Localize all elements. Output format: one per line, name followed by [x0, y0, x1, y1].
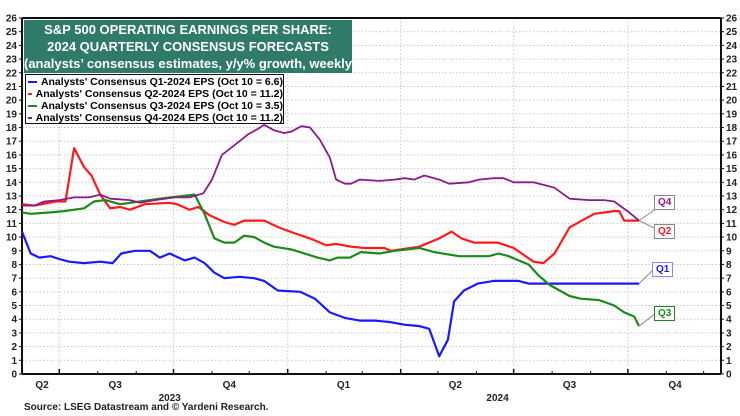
y-tick-label-left: 8	[11, 260, 17, 271]
y-tick-label-left: 9	[11, 246, 17, 257]
y-tick-label-left: 26	[6, 14, 18, 25]
title-line-1: S&P 500 OPERATING EARNINGS PER SHARE:	[44, 22, 332, 37]
title-line-2: 2024 QUARTERLY CONSENSUS FORECASTS	[47, 39, 329, 54]
x-tick-label-quarter: Q2	[449, 380, 463, 391]
y-tick-label-right: 10	[726, 233, 738, 244]
y-tick-label-right: 11	[726, 219, 737, 230]
y-tick-label-left: 23	[6, 55, 18, 66]
legend-swatch	[28, 105, 37, 107]
y-tick-label-right: 5	[726, 301, 732, 312]
y-tick-label-left: 10	[6, 233, 18, 244]
legend: Analysts' Consensus Q1-2024 EPS (Oct 10 …	[25, 74, 284, 124]
legend-swatch	[28, 81, 37, 83]
series-line-q3	[21, 193, 641, 327]
end-label-q4: Q4	[654, 195, 676, 210]
end-label-q2: Q2	[654, 224, 676, 239]
y-tick-label-right: 7	[726, 274, 732, 285]
y-tick-label-right: 1	[726, 356, 732, 367]
series-line-q4	[22, 123, 640, 222]
y-tick-label-left: 15	[6, 164, 18, 175]
legend-label: Analysts' Consensus Q1-2024 EPS (Oct 10 …	[40, 76, 283, 88]
y-tick-label-right: 18	[726, 123, 738, 134]
series-line-q2	[21, 147, 640, 265]
legend-label: Analysts' Consensus Q2-2024 EPS (Oct 10 …	[35, 88, 283, 100]
y-tick-label-left: 3	[11, 328, 17, 339]
y-tick-label-left: 24	[6, 41, 18, 52]
leader-line-q3	[638, 313, 656, 327]
y-tick-label-right: 20	[726, 96, 738, 107]
x-tick-label-quarter: Q3	[563, 380, 577, 391]
x-tick-label-quarter: Q3	[108, 380, 122, 391]
end-label-q1: Q1	[652, 262, 674, 277]
chart-title: S&P 500 OPERATING EARNINGS PER SHARE: 20…	[24, 20, 357, 73]
y-tick-label-right: 17	[726, 137, 738, 148]
y-tick-label-left: 22	[6, 68, 18, 79]
y-tick-label-right: 9	[726, 246, 732, 257]
y-tick-label-right: 21	[726, 82, 738, 93]
legend-label: Analysts' Consensus Q4-2024 EPS (Oct 10 …	[35, 112, 283, 124]
series-line-q1	[20, 231, 640, 358]
y-tick-label-left: 13	[6, 192, 18, 203]
y-tick-label-right: 25	[726, 27, 738, 38]
legend-swatch	[28, 93, 32, 95]
x-tick-label-quarter: Q4	[223, 380, 237, 391]
y-tick-label-left: 12	[6, 205, 18, 216]
y-tick-label-left: 14	[6, 178, 18, 189]
y-tick-label-right: 14	[726, 178, 738, 189]
y-tick-label-left: 2	[11, 342, 17, 353]
y-tick-label-left: 21	[6, 82, 18, 93]
x-tick-label-quarter: Q2	[35, 380, 49, 391]
legend-label: Analysts' Consensus Q3-2024 EPS (Oct 10 …	[40, 100, 283, 112]
y-tick-label-left: 19	[6, 109, 18, 120]
y-tick-label-right: 19	[726, 109, 738, 120]
y-tick-label-right: 26	[726, 14, 738, 25]
y-tick-label-right: 6	[726, 287, 732, 298]
y-tick-label-left: 6	[11, 287, 17, 298]
x-tick-label-quarter: Q1	[337, 380, 351, 391]
leader-line-q1	[638, 269, 654, 284]
y-tick-label-right: 2	[726, 342, 732, 353]
x-tick-label-quarter: Q4	[668, 380, 682, 391]
y-tick-label-right: 22	[726, 68, 738, 79]
y-tick-label-left: 7	[11, 274, 17, 285]
legend-item-q3: Analysts' Consensus Q3-2024 EPS (Oct 10 …	[28, 100, 283, 112]
legend-item-q4: Analysts' Consensus Q4-2024 EPS (Oct 10 …	[28, 112, 283, 124]
legend-item-q1: Analysts' Consensus Q1-2024 EPS (Oct 10 …	[28, 76, 283, 88]
y-tick-label-right: 15	[726, 164, 738, 175]
y-tick-label-right: 12	[726, 205, 738, 216]
y-tick-label-left: 11	[6, 219, 17, 230]
y-tick-label-left: 18	[6, 123, 18, 134]
x-tick-label-year: 2024	[486, 393, 509, 404]
y-tick-label-left: 20	[6, 96, 18, 107]
y-tick-label-right: 16	[726, 150, 738, 161]
y-tick-label-left: 17	[6, 137, 18, 148]
legend-item-q2: Analysts' Consensus Q2-2024 EPS (Oct 10 …	[28, 88, 283, 100]
y-tick-label-left: 4	[11, 315, 17, 326]
legend-swatch	[28, 117, 32, 119]
y-tick-label-right: 4	[726, 315, 732, 326]
y-tick-label-left: 25	[6, 27, 18, 38]
y-tick-label-left: 0	[11, 370, 17, 381]
y-tick-label-right: 8	[726, 260, 732, 271]
y-tick-label-left: 5	[11, 301, 17, 312]
y-tick-label-right: 23	[726, 55, 738, 66]
y-tick-label-right: 24	[726, 41, 738, 52]
y-tick-label-right: 13	[726, 192, 738, 203]
x-tick-label-year: 2023	[159, 393, 182, 404]
y-tick-label-left: 16	[6, 150, 18, 161]
y-tick-label-right: 3	[726, 328, 732, 339]
end-label-q3: Q3	[654, 306, 676, 321]
source-note: Source: LSEG Datastream and © Yardeni Re…	[24, 402, 269, 413]
title-line-3: (analysts’ consensus estimates, y/y% gro…	[24, 56, 357, 71]
y-tick-label-right: 0	[726, 370, 732, 381]
y-tick-label-left: 1	[11, 356, 17, 367]
